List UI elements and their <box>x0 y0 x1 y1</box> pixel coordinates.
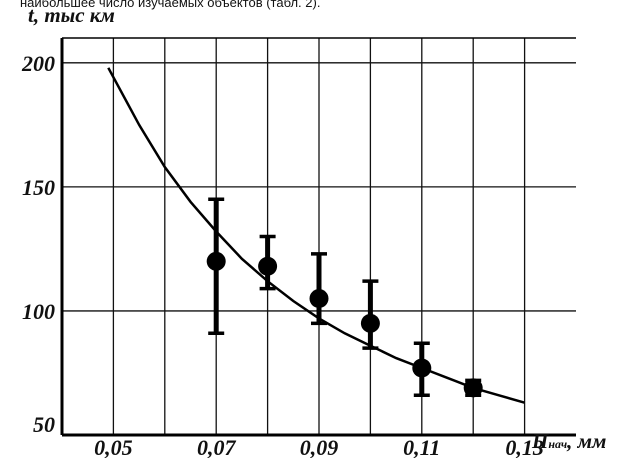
y-tick-label: 150 <box>22 175 55 200</box>
y-tick-labels: 50 100 150 200 <box>21 51 55 437</box>
grid <box>62 38 576 435</box>
y-axis-label: t, тыс км <box>28 3 115 27</box>
x-axis-label: Пнач, мм <box>531 429 606 453</box>
x-axis-label-main: П <box>531 429 549 453</box>
fit-curve <box>107 67 525 404</box>
x-tick-labels: 0,05 0,07 0,09 0,11 0,13 <box>94 435 544 458</box>
data-point <box>206 251 226 271</box>
y-tick-label: 50 <box>33 412 55 437</box>
y-tick-label: 100 <box>22 299 55 324</box>
y-tick-label: 200 <box>21 51 55 76</box>
data-point <box>360 313 380 333</box>
data-points <box>206 197 483 398</box>
x-axis-label-sub: нач <box>548 437 567 451</box>
header-text: наибольшее число изучаемых объектов (таб… <box>20 0 321 10</box>
data-point <box>258 256 278 276</box>
data-point <box>412 358 432 378</box>
x-tick-label: 0,09 <box>300 435 339 458</box>
data-point <box>309 289 329 309</box>
plot-frame <box>60 37 576 437</box>
x-tick-label: 0,13 <box>505 435 544 458</box>
x-tick-label: 0,11 <box>403 435 440 458</box>
x-tick-label: 0,05 <box>94 435 133 458</box>
data-point <box>463 378 483 398</box>
fit-curve-path <box>107 67 525 404</box>
x-tick-label: 0,07 <box>197 435 237 458</box>
x-axis-label-unit: , мм <box>566 429 606 453</box>
